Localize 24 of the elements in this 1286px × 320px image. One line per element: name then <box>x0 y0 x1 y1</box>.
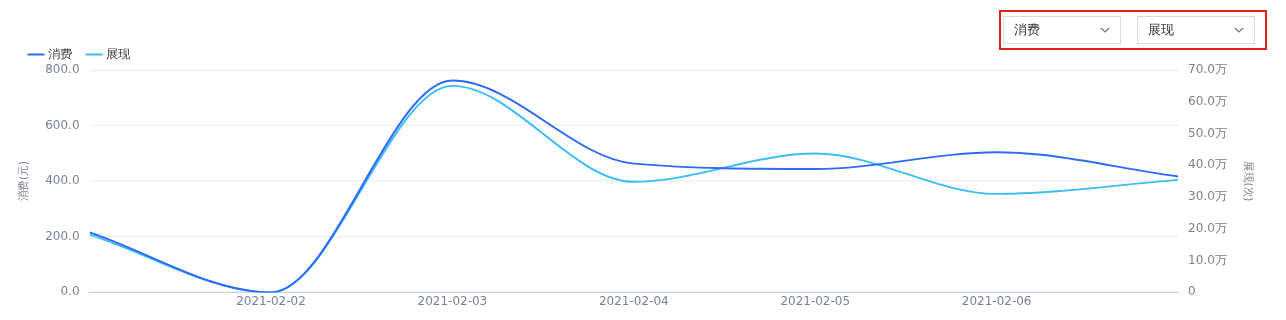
y-tick-label: 400.0 <box>45 173 80 188</box>
y2-tick-label: 10.0万 <box>1188 252 1228 267</box>
y2-tick-label: 40.0万 <box>1188 157 1228 172</box>
y-tick-label: 200.0 <box>45 229 80 243</box>
y-tick-label: 0.0 <box>60 284 80 299</box>
y2-tick-label: 50.0万 <box>1188 125 1228 140</box>
y2-tick-label: 20.0万 <box>1188 221 1228 235</box>
dropdown: 展现 <box>1137 16 1255 44</box>
y-tick-label: 600.0 <box>45 117 80 132</box>
x-tick-label: 2021-02-06 <box>961 294 1032 309</box>
y2-axis-title: 展现(次) <box>1241 160 1255 202</box>
legend-label: 展现 <box>106 46 131 61</box>
y-tick-label: 800.0 <box>45 62 80 76</box>
y2-tick-label: 70.0万 <box>1188 62 1228 76</box>
legend-label: 消费 <box>48 46 73 61</box>
dropdown: 消费 <box>1003 16 1121 44</box>
x-tick-label: 2021-02-05 <box>780 294 851 309</box>
x-tick-label: 2021-02-03 <box>417 294 488 309</box>
x-tick-label: 2021-02-02 <box>236 294 306 309</box>
y2-tick-label: 0 <box>1188 284 1196 299</box>
y2-tick-label: 30.0万 <box>1188 189 1228 204</box>
y2-tick-label: 60.0万 <box>1188 93 1228 108</box>
x-tick-label: 2021-02-04 <box>598 294 669 309</box>
y-axis-title: 消费(元) <box>17 160 31 202</box>
